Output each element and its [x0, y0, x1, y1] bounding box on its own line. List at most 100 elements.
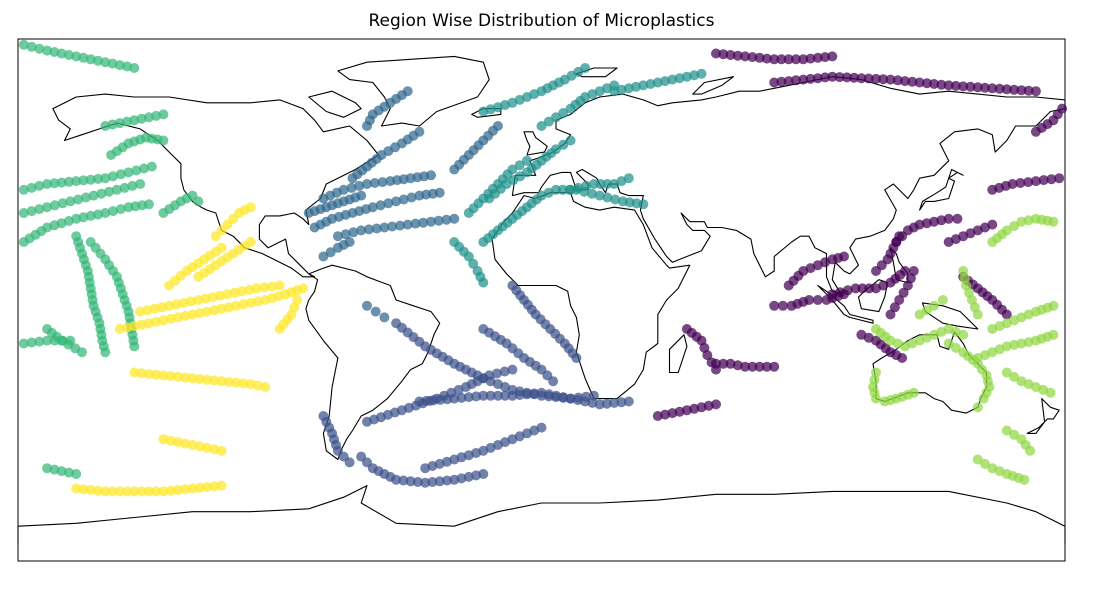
scatter-point	[42, 335, 53, 346]
scatter-point	[370, 306, 381, 317]
scatter-point	[1030, 86, 1041, 97]
scatter-point	[42, 202, 53, 213]
scatter-point	[776, 54, 787, 65]
scatter-point	[987, 219, 998, 230]
scatter-point	[798, 54, 809, 65]
scatter-point	[18, 184, 29, 195]
scatter-point	[791, 54, 801, 65]
series-5	[18, 39, 204, 479]
scatter-point	[1025, 445, 1036, 456]
scatter-point	[49, 178, 60, 189]
scatter-point	[298, 283, 308, 294]
scatter-point	[885, 74, 896, 85]
scatter-point	[594, 399, 605, 410]
scatter-point	[209, 481, 220, 492]
scatter-point	[387, 221, 398, 232]
scatter-point	[972, 82, 983, 93]
scatter-point	[863, 73, 874, 84]
scatter-point	[34, 43, 45, 54]
scatter-point	[1038, 175, 1049, 186]
scatter-point	[602, 192, 613, 203]
scatter-point	[433, 215, 444, 226]
scatter-point	[26, 41, 37, 52]
scatter-point	[260, 382, 271, 392]
scatter-point	[325, 247, 336, 258]
scatter-point	[581, 180, 592, 191]
scatter-point	[929, 79, 940, 89]
scatter-point	[558, 139, 569, 150]
scatter-point	[878, 74, 889, 85]
scatter-point	[921, 305, 932, 316]
scatter-point	[1048, 329, 1059, 340]
scatter-point	[391, 196, 402, 207]
scatter-point	[914, 77, 925, 88]
scatter-point	[216, 376, 227, 387]
scatter-point	[987, 83, 998, 94]
scatter-point	[965, 81, 976, 92]
scatter-point	[889, 302, 900, 313]
scatter-point	[500, 390, 511, 401]
scatter-point	[136, 486, 147, 497]
scatter-point	[93, 173, 103, 184]
scatter-point	[594, 190, 605, 201]
scatter-point	[696, 68, 707, 79]
scatter-point	[71, 483, 82, 494]
scatter-point	[135, 179, 146, 189]
scatter-point	[49, 200, 60, 211]
scatter-point	[143, 486, 154, 497]
scatter-point	[259, 282, 270, 293]
scatter-point	[426, 216, 436, 227]
scatter-point	[761, 53, 772, 64]
scatter-point	[711, 399, 721, 410]
scatter-point	[732, 50, 743, 61]
scatter-point	[1009, 429, 1020, 440]
scatter-point	[151, 486, 162, 497]
scatter-point	[747, 52, 758, 63]
scatter-point	[943, 213, 954, 224]
scatter-point	[929, 300, 940, 311]
scatter-point	[1046, 174, 1057, 185]
scatter-point	[78, 484, 89, 495]
scatter-point	[711, 358, 721, 369]
scatter-point	[26, 182, 37, 193]
series-4	[449, 63, 707, 288]
scatter-point	[980, 82, 990, 93]
scatter-point	[367, 202, 378, 213]
scatter-point	[610, 194, 621, 205]
series-3	[303, 86, 503, 323]
scatter-point	[616, 397, 627, 408]
scatter-point	[1009, 221, 1020, 232]
series-7	[71, 202, 308, 497]
scatter-point	[994, 83, 1005, 94]
scatter-point	[1001, 225, 1012, 236]
scatter-point	[104, 186, 115, 197]
scatter-point	[839, 251, 849, 262]
scatter-point	[565, 184, 576, 195]
scatter-point	[571, 353, 582, 363]
scatter-point	[449, 213, 460, 224]
scatter-point	[338, 184, 349, 195]
scatter-point	[292, 295, 303, 305]
scatter-point	[344, 237, 355, 247]
scatter-point	[754, 52, 765, 63]
scatter-point	[820, 72, 831, 83]
scatter-point	[783, 54, 794, 65]
scatter-point	[114, 486, 125, 497]
scatter-point	[871, 73, 881, 84]
scatter-points	[18, 39, 1068, 497]
scatter-point	[769, 361, 780, 372]
scatter-point	[623, 173, 634, 184]
scatter-point	[812, 52, 823, 63]
scatter-point	[972, 454, 983, 465]
scatter-point	[158, 135, 169, 146]
scatter-point	[871, 393, 881, 404]
scatter-point	[362, 300, 372, 311]
scatter-point	[805, 73, 816, 84]
coastline-greenland	[337, 55, 490, 127]
scatter-point	[543, 116, 554, 127]
scatter-point	[725, 50, 736, 60]
scatter-point	[638, 199, 649, 210]
scatter-point	[747, 361, 758, 372]
scatter-point	[88, 190, 99, 201]
scatter-point	[158, 370, 169, 381]
